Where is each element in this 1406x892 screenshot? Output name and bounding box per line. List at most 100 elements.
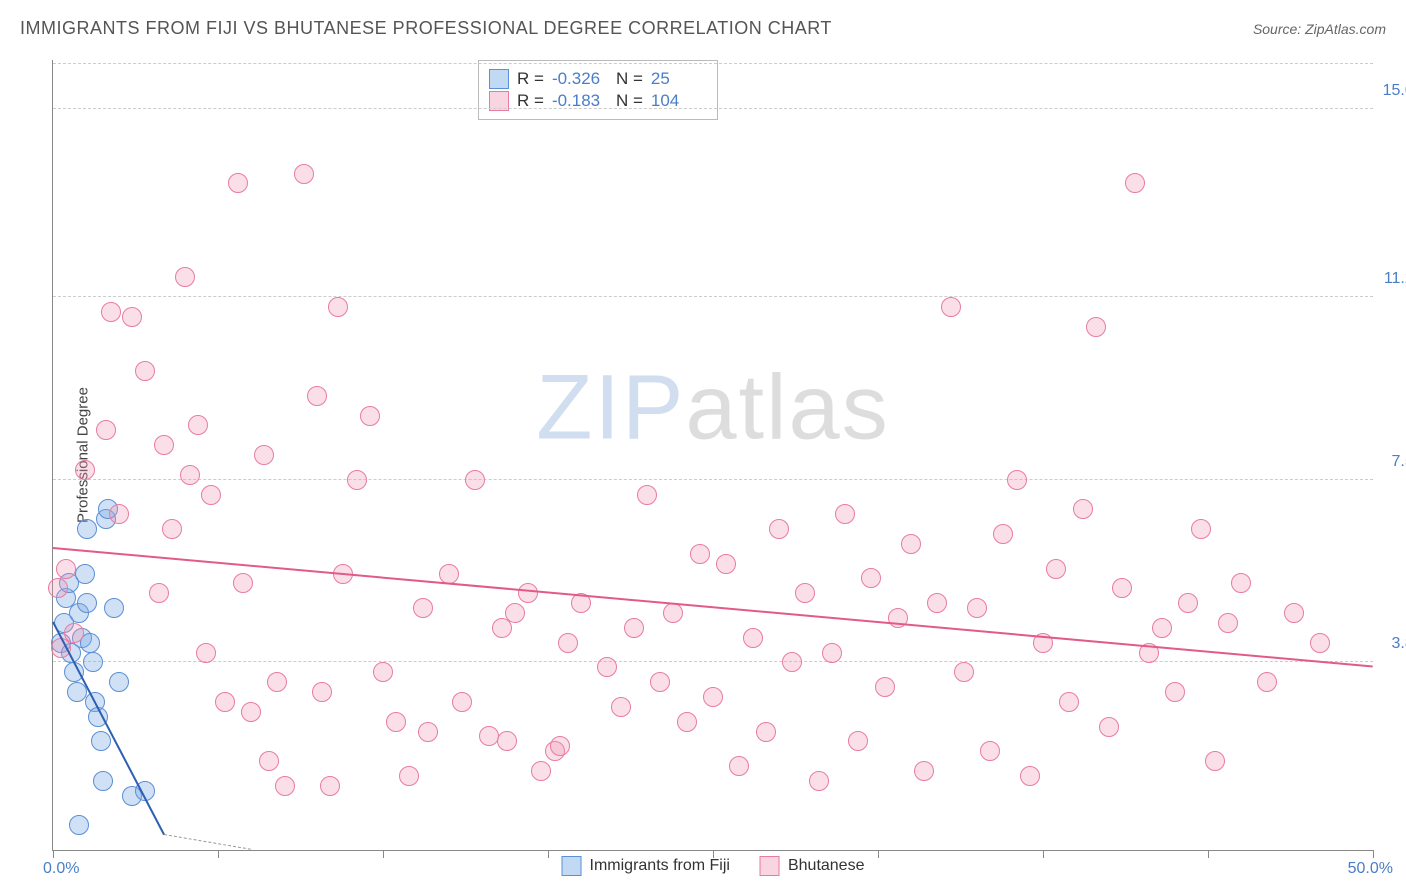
data-point	[149, 583, 169, 603]
data-point	[1112, 578, 1132, 598]
data-point	[497, 731, 517, 751]
data-point	[154, 435, 174, 455]
data-point	[1257, 672, 1277, 692]
y-tick-label: 11.2%	[1378, 270, 1406, 288]
data-point	[663, 603, 683, 623]
data-point	[861, 568, 881, 588]
gridline	[53, 63, 1373, 64]
data-point	[531, 761, 551, 781]
data-point	[294, 164, 314, 184]
data-point	[77, 593, 97, 613]
data-point	[109, 504, 129, 524]
data-point	[624, 618, 644, 638]
data-point	[180, 465, 200, 485]
data-point	[373, 662, 393, 682]
data-point	[320, 776, 340, 796]
data-point	[215, 692, 235, 712]
data-point	[967, 598, 987, 618]
data-point	[1152, 618, 1172, 638]
data-point	[650, 672, 670, 692]
data-point	[1073, 499, 1093, 519]
data-point	[307, 386, 327, 406]
data-point	[809, 771, 829, 791]
data-point	[769, 519, 789, 539]
data-point	[93, 771, 113, 791]
trend-line	[164, 834, 251, 850]
data-point	[254, 445, 274, 465]
data-point	[275, 776, 295, 796]
data-point	[1231, 573, 1251, 593]
data-point	[993, 524, 1013, 544]
data-point	[597, 657, 617, 677]
data-point	[69, 815, 89, 835]
data-point	[96, 420, 116, 440]
legend-item: Bhutanese	[760, 856, 865, 876]
data-point	[1099, 717, 1119, 737]
gridline	[53, 661, 1373, 662]
data-point	[1284, 603, 1304, 623]
trend-line	[53, 547, 1373, 667]
chart-source: Source: ZipAtlas.com	[1253, 21, 1386, 37]
y-tick-label: 15.0%	[1378, 82, 1406, 100]
data-point	[386, 712, 406, 732]
data-point	[1046, 559, 1066, 579]
data-point	[1059, 692, 1079, 712]
data-point	[312, 682, 332, 702]
data-point	[347, 470, 367, 490]
data-point	[756, 722, 776, 742]
data-point	[413, 598, 433, 618]
data-point	[175, 267, 195, 287]
data-point	[228, 173, 248, 193]
data-point	[835, 504, 855, 524]
data-point	[1310, 633, 1330, 653]
data-point	[795, 583, 815, 603]
gridline	[53, 108, 1373, 109]
data-point	[1020, 766, 1040, 786]
x-tick	[1208, 850, 1209, 858]
data-point	[267, 672, 287, 692]
x-tick	[1043, 850, 1044, 858]
correlation-stats-box: R = -0.326 N = 25 R = -0.183 N = 104	[478, 60, 718, 120]
data-point	[241, 702, 261, 722]
data-point	[505, 603, 525, 623]
data-point	[360, 406, 380, 426]
series-swatch-icon	[562, 856, 582, 876]
y-tick-label: 3.8%	[1378, 635, 1406, 653]
series-swatch-icon	[489, 69, 509, 89]
data-point	[848, 731, 868, 751]
data-point	[75, 460, 95, 480]
data-point	[64, 623, 84, 643]
data-point	[1191, 519, 1211, 539]
data-point	[1086, 317, 1106, 337]
data-point	[67, 682, 87, 702]
data-point	[77, 519, 97, 539]
data-point	[259, 751, 279, 771]
data-point	[75, 564, 95, 584]
y-tick-label: 7.5%	[1378, 453, 1406, 471]
x-tick	[548, 850, 549, 858]
data-point	[439, 564, 459, 584]
data-point	[901, 534, 921, 554]
data-point	[980, 741, 1000, 761]
data-point	[452, 692, 472, 712]
data-point	[162, 519, 182, 539]
data-point	[104, 598, 124, 618]
data-point	[611, 697, 631, 717]
x-axis-min-label: 0.0%	[43, 860, 79, 878]
data-point	[703, 687, 723, 707]
data-point	[201, 485, 221, 505]
data-point	[48, 578, 68, 598]
data-point	[941, 297, 961, 317]
data-point	[1165, 682, 1185, 702]
trend-line	[52, 621, 165, 834]
data-point	[101, 302, 121, 322]
x-tick	[218, 850, 219, 858]
chart-legend: Immigrants from Fiji Bhutanese	[562, 856, 865, 876]
data-point	[135, 361, 155, 381]
data-point	[328, 297, 348, 317]
data-point	[677, 712, 697, 732]
data-point	[56, 559, 76, 579]
data-point	[927, 593, 947, 613]
data-point	[122, 307, 142, 327]
data-point	[822, 643, 842, 663]
